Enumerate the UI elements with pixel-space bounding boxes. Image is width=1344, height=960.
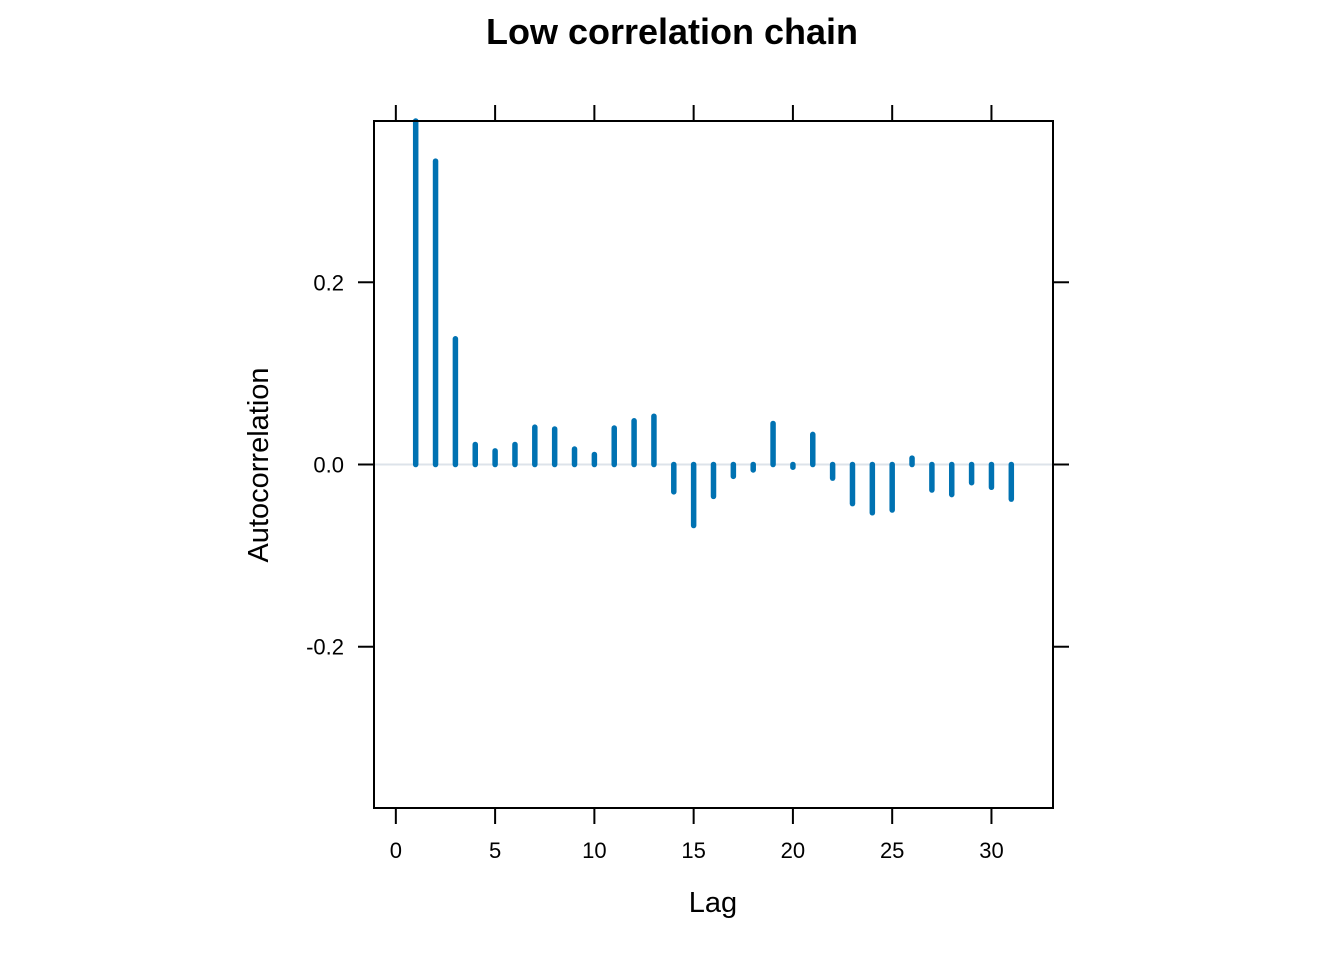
x-tick-label: 10	[582, 838, 606, 863]
x-tick-label: 0	[390, 838, 402, 863]
x-tick-label: 5	[489, 838, 501, 863]
x-tick-label: 20	[781, 838, 805, 863]
y-tick-label: 0.2	[313, 270, 344, 295]
y-tick-label: 0.0	[313, 453, 344, 478]
x-tick-label: 30	[979, 838, 1003, 863]
x-axis-label: Lag	[689, 887, 737, 919]
y-tick-label: -0.2	[306, 635, 344, 660]
y-axis: -0.2 0.0 0.2	[306, 270, 1069, 660]
x-tick-label: 25	[880, 838, 904, 863]
y-axis-label: Autocorrelation	[243, 367, 275, 562]
plot-area	[374, 118, 1053, 529]
chart-title: Low correlation chain	[486, 11, 858, 52]
x-tick-label: 15	[681, 838, 705, 863]
x-axis: 0 5 10 15 20 25 30	[390, 105, 1004, 863]
